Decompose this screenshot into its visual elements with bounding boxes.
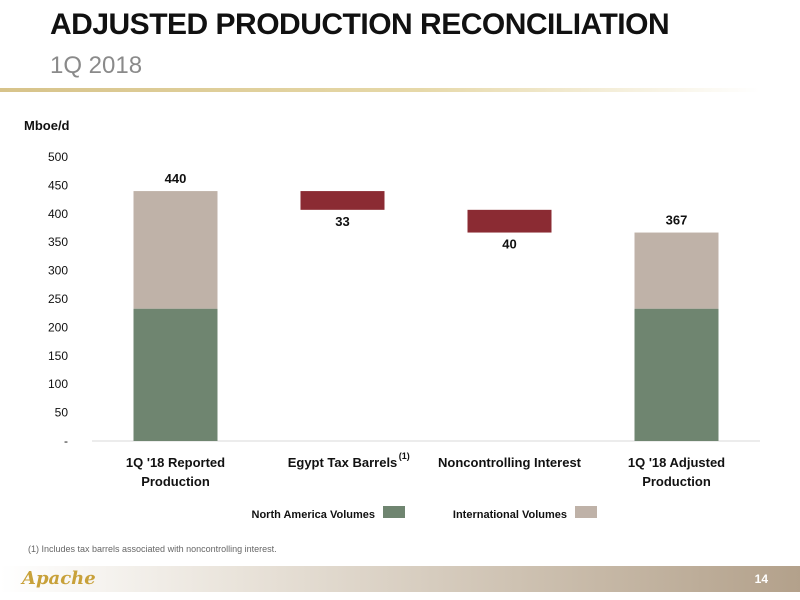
bar-international: [133, 191, 218, 309]
x-tick-label: Production: [642, 474, 711, 489]
waterfall-chart: - 50 100 150 200 250 300 350 400 450 500 33 40 440 367…: [48, 150, 760, 521]
page-number: 14: [754, 572, 768, 586]
x-tick-label: Production: [141, 474, 210, 489]
y-tick-label: 500: [48, 150, 68, 164]
data-label: 40: [502, 237, 516, 252]
x-tick-label: 1Q '18 Adjusted: [628, 455, 725, 470]
page-title: ADJUSTED PRODUCTION RECONCILIATION: [50, 8, 670, 41]
y-tick-label: 100: [48, 377, 68, 391]
data-label: 367: [666, 213, 688, 228]
bar-reduction: [300, 191, 385, 210]
data-label: 440: [165, 171, 187, 186]
data-label: 33: [335, 214, 349, 229]
x-tick-label: 1Q '18 Reported: [126, 455, 225, 470]
bar-reduction: [467, 209, 552, 233]
bar-north-america: [634, 308, 719, 441]
x-tick-label: Noncontrolling Interest: [438, 455, 582, 470]
bar-international: [634, 232, 719, 309]
y-tick-label: 250: [48, 292, 68, 306]
y-tick-label: 350: [48, 235, 68, 249]
legend-label: North America Volumes: [252, 509, 375, 521]
y-tick-label: -: [64, 434, 68, 448]
x-tick-footnote-marker: (1): [399, 451, 410, 461]
footer-bar: [0, 566, 800, 592]
legend-swatch: [575, 506, 597, 518]
x-tick-label: Egypt Tax Barrels: [288, 455, 398, 470]
y-tick-label: 200: [48, 320, 68, 334]
y-tick-label: 50: [55, 406, 69, 420]
legend-swatch: [383, 506, 405, 518]
y-tick-label: 450: [48, 178, 68, 192]
legend-label: International Volumes: [453, 509, 567, 521]
title-rule: [0, 88, 760, 92]
page-subtitle: 1Q 2018: [50, 52, 143, 79]
footnote: (1) Includes tax barrels associated with…: [28, 544, 277, 554]
y-tick-label: 400: [48, 207, 68, 221]
apache-logo: Apache: [22, 568, 96, 589]
bar-north-america: [133, 308, 218, 441]
y-axis-unit-label: Mboe/d: [24, 118, 70, 133]
y-tick-label: 150: [48, 349, 68, 363]
y-tick-label: 300: [48, 264, 68, 278]
